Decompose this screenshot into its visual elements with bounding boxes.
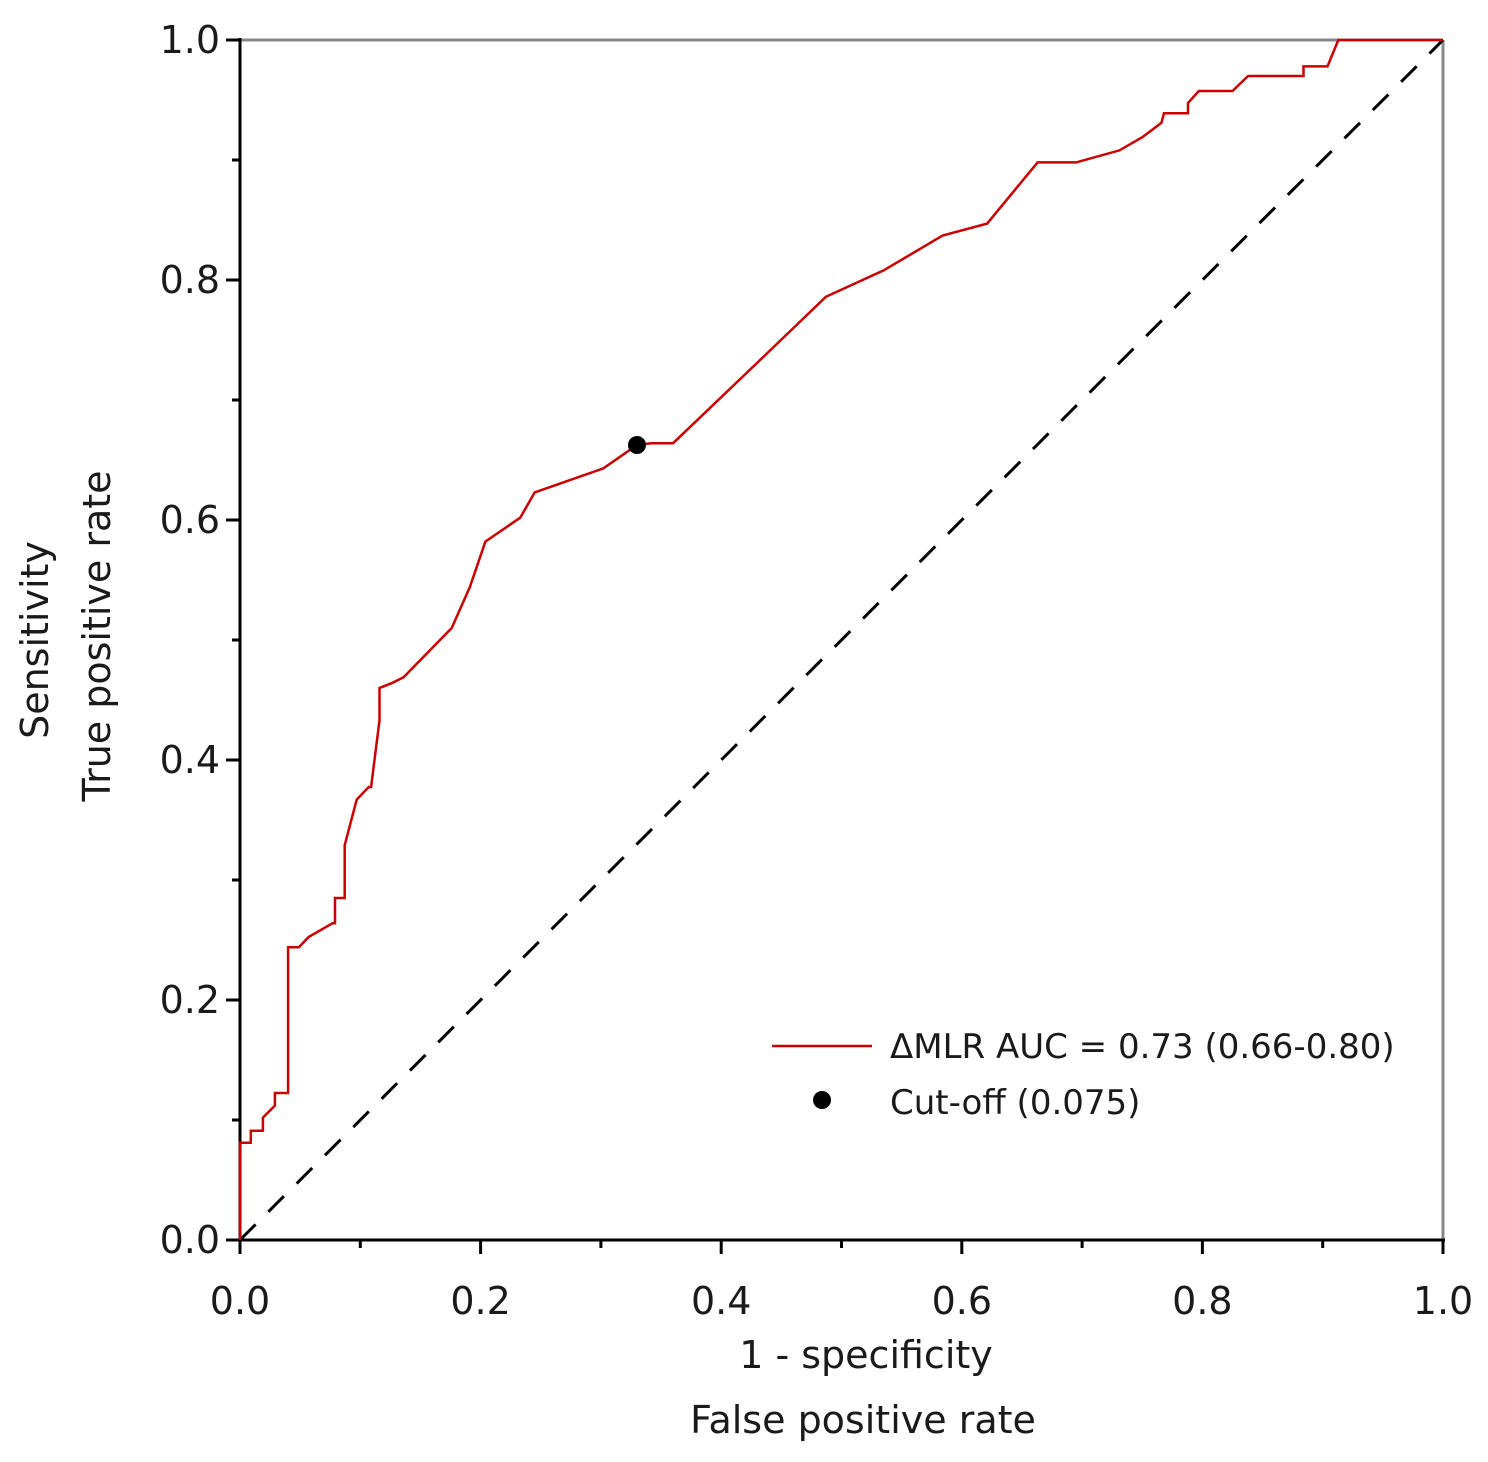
x-axis-label-2: False positive rate [690,1398,1036,1442]
legend: ΔMLR AUC = 0.73 (0.66-0.80) Cut-off (0.0… [772,1027,1395,1123]
x-tick-label: 0.6 [932,1279,992,1323]
y-axis-label-2: True positive rate [75,470,119,802]
y-tick-label: 0.8 [160,258,220,302]
x-tick-label: 0.8 [1172,1279,1232,1323]
roc-curve-line [238,38,1443,1240]
x-tick-label: 1.0 [1413,1279,1473,1323]
reference-diagonal-line [238,38,1445,1242]
legend-cutoff-label: Cut-off (0.075) [890,1083,1140,1123]
ticks: 0.0 0.2 0.4 0.6 0.8 1.0 0.0 0.2 0.4 0.6 0.8 1.0 [160,18,1474,1323]
x-tick-label: 0.2 [450,1279,510,1323]
x-tick-label: 0.0 [210,1279,270,1323]
y-tick-label: 0.0 [160,1218,220,1262]
legend-cutoff-marker [813,1091,831,1109]
y-tick-label: 1.0 [160,18,220,62]
cutoff-point [627,436,646,454]
x-tick-label: 0.4 [691,1279,751,1323]
legend-roc-label: ΔMLR AUC = 0.73 (0.66-0.80) [890,1027,1395,1067]
y-tick-label: 0.6 [160,498,220,542]
y-axis-label-1: Sensitivity [13,541,57,739]
y-tick-label: 0.2 [160,978,220,1022]
y-tick-label: 0.4 [160,738,220,782]
x-axis-label-1: 1 - specificity [739,1333,993,1377]
